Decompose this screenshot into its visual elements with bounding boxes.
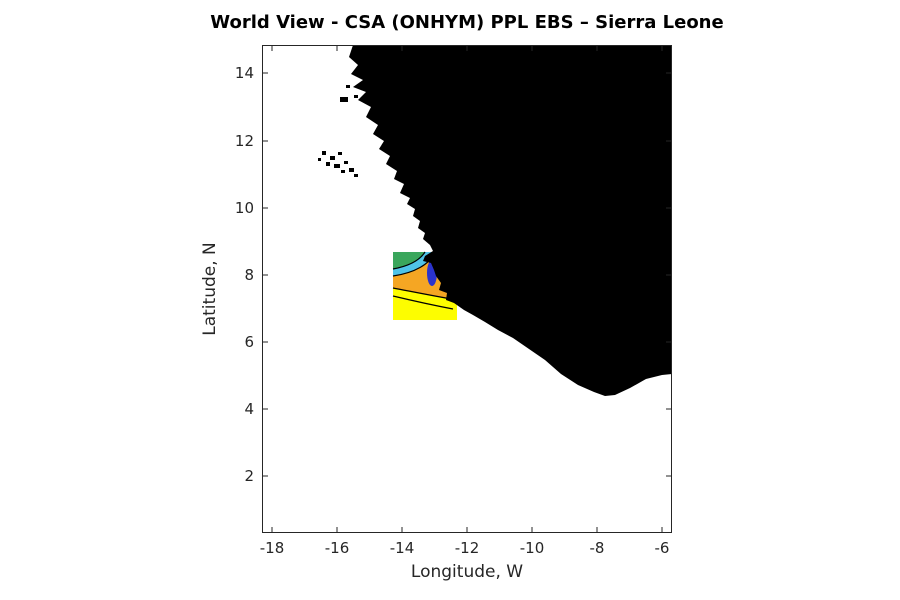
y-tick-marks-right: [666, 72, 672, 477]
x-tick-label: -10: [519, 539, 545, 557]
offshore-islands: [318, 85, 358, 177]
y-tick-label: 10: [234, 199, 254, 217]
y-tick-label: 4: [244, 400, 254, 418]
x-tick-label: -14: [389, 539, 415, 557]
y-tick-label: 12: [234, 132, 254, 150]
plot-area: [262, 45, 672, 533]
map-layers: [318, 45, 672, 396]
x-tick-label: -16: [324, 539, 350, 557]
figure-title: World View - CSA (ONHYM) PPL EBS – Sierr…: [210, 12, 724, 33]
x-tick-label: -8: [589, 539, 605, 557]
survey-band-green: [393, 252, 425, 269]
axes-box-group: [262, 45, 672, 533]
land-polygon: [349, 45, 672, 396]
y-tick-marks-left: [262, 72, 268, 477]
x-tick-marks-bottom: [271, 527, 663, 533]
y-tick-label: 2: [244, 467, 254, 485]
survey-band-cyan: [393, 252, 434, 276]
y-axis-label: Latitude, N: [200, 242, 220, 336]
x-axis-label: Longitude, W: [410, 562, 524, 582]
y-tick-label: 6: [244, 333, 254, 351]
x-tick-label: -12: [454, 539, 480, 557]
x-tick-label: -6: [654, 539, 670, 557]
x-tick-label: -18: [259, 539, 285, 557]
y-tick-label: 8: [244, 266, 254, 284]
x-tick-marks-top: [271, 45, 663, 51]
contour-line: [392, 295, 454, 310]
map-canvas: [262, 45, 672, 533]
y-tick-label: 14: [234, 64, 254, 82]
contour-line: [392, 251, 426, 270]
